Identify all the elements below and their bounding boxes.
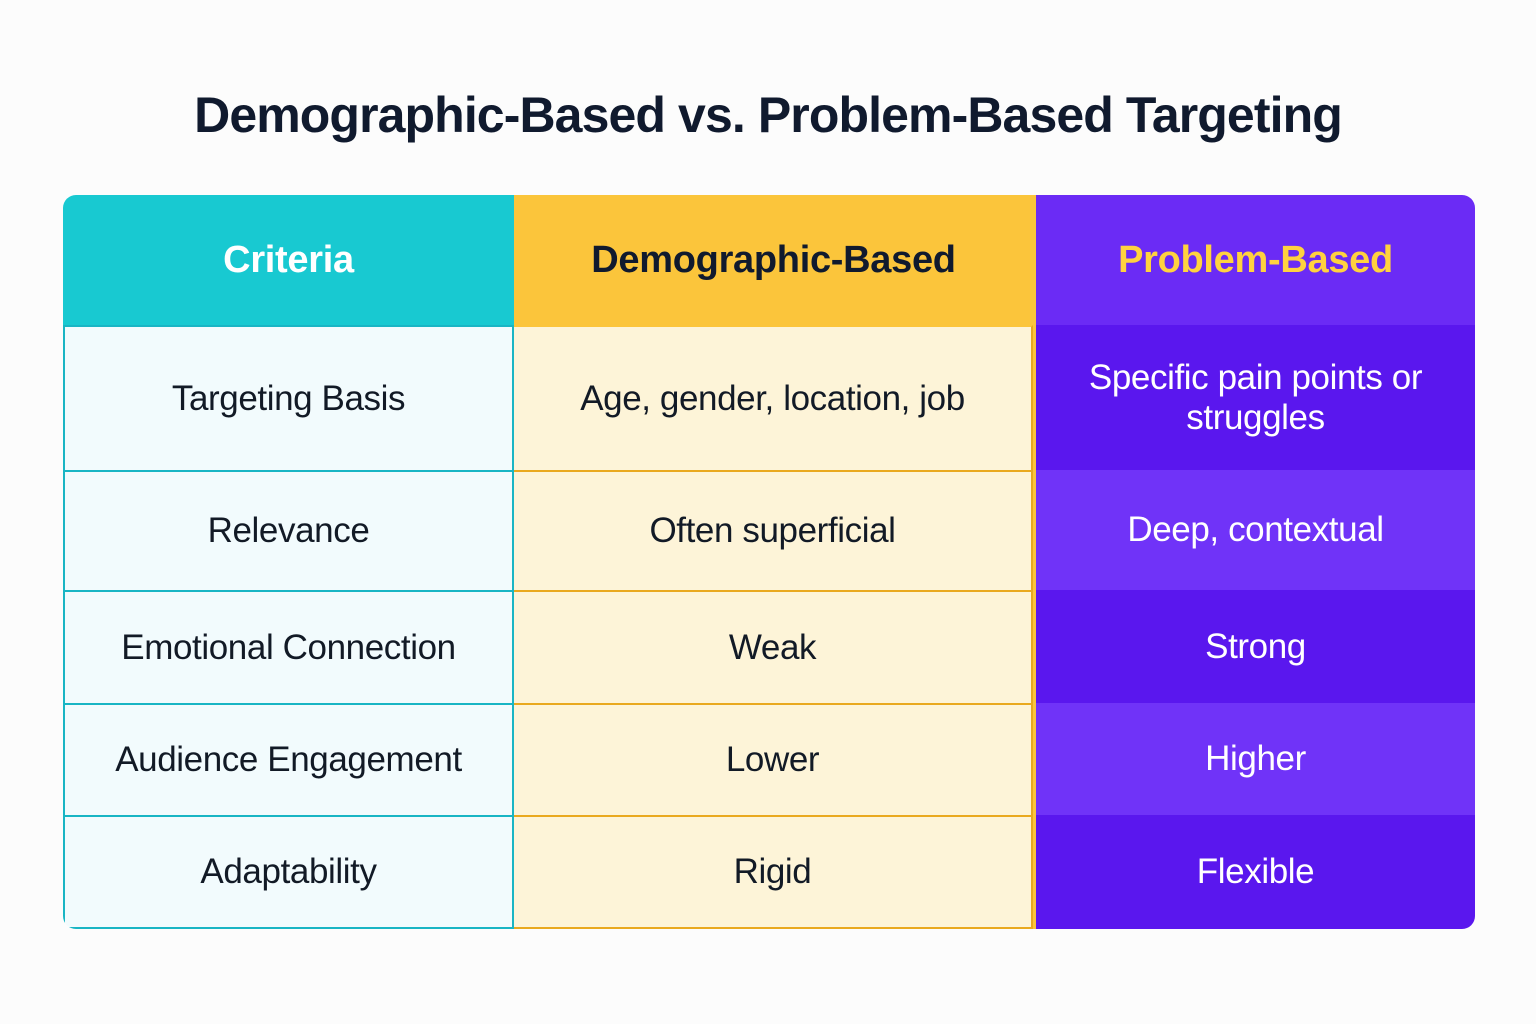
cell-demographic: Weak — [514, 590, 1033, 703]
column-header-demographic-label: Demographic-Based — [591, 238, 956, 281]
cell-demographic: Rigid — [514, 815, 1033, 929]
cell-problem-text: Higher — [1205, 739, 1306, 779]
table-row: Audience Engagement Lower Higher — [63, 703, 1475, 815]
cell-problem-text: Flexible — [1196, 852, 1315, 892]
cell-criteria-text: Relevance — [207, 511, 370, 551]
table-header-row: Criteria Demographic-Based Problem-Based — [63, 195, 1475, 325]
cell-problem: Deep, contextual — [1033, 470, 1475, 590]
cell-criteria: Emotional Connection — [63, 590, 514, 703]
cell-demographic: Lower — [514, 703, 1033, 815]
cell-problem-text: Specific pain points or struggles — [1088, 358, 1423, 437]
cell-criteria: Audience Engagement — [63, 703, 514, 815]
table-row: Relevance Often superficial Deep, contex… — [63, 470, 1475, 590]
cell-demographic-text: Age, gender, location, job — [580, 378, 965, 418]
cell-problem: Flexible — [1033, 815, 1475, 929]
column-header-demographic: Demographic-Based — [514, 195, 1033, 325]
table-row: Targeting Basis Age, gender, location, j… — [63, 325, 1475, 470]
cell-problem-text: Strong — [1205, 626, 1306, 666]
cell-criteria: Targeting Basis — [63, 325, 514, 470]
cell-demographic: Often superficial — [514, 470, 1033, 590]
column-header-problem-label: Problem-Based — [1118, 238, 1393, 281]
cell-criteria-text: Audience Engagement — [115, 740, 462, 780]
cell-criteria: Relevance — [63, 470, 514, 590]
column-header-criteria-label: Criteria — [223, 238, 354, 281]
page-title: Demographic-Based vs. Problem-Based Targ… — [194, 87, 1343, 143]
cell-demographic-text: Lower — [725, 740, 820, 780]
cell-criteria: Adaptability — [63, 815, 514, 929]
comparison-table: Criteria Demographic-Based Problem-Based… — [63, 195, 1475, 929]
cell-demographic-text: Rigid — [733, 852, 812, 892]
cell-problem: Strong — [1033, 590, 1475, 703]
table-row: Emotional Connection Weak Strong — [63, 590, 1475, 703]
cell-demographic-text: Often superficial — [649, 511, 896, 551]
cell-criteria-text: Emotional Connection — [121, 627, 456, 667]
cell-problem: Specific pain points or struggles — [1033, 325, 1475, 470]
column-header-criteria: Criteria — [63, 195, 514, 325]
cell-criteria-text: Adaptability — [200, 852, 377, 892]
column-header-problem: Problem-Based — [1033, 195, 1475, 325]
cell-demographic-text: Weak — [728, 627, 817, 667]
cell-problem-text: Deep, contextual — [1127, 510, 1384, 550]
cell-criteria-text: Targeting Basis — [171, 378, 406, 418]
cell-demographic: Age, gender, location, job — [514, 325, 1033, 470]
table-row: Adaptability Rigid Flexible — [63, 815, 1475, 929]
cell-problem: Higher — [1033, 703, 1475, 815]
